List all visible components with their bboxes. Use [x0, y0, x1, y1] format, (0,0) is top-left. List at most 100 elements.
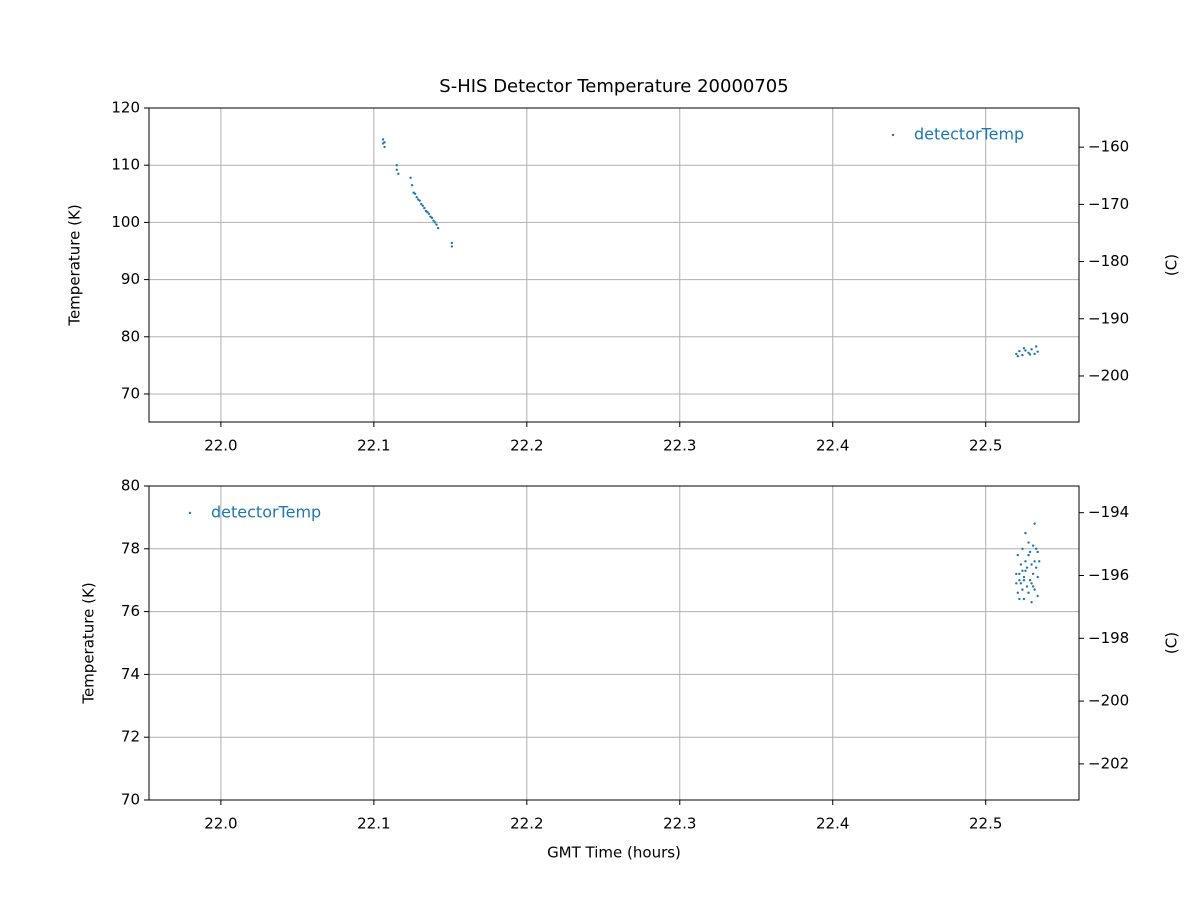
data-point	[409, 176, 412, 179]
data-point	[1022, 597, 1026, 601]
data-point	[1025, 566, 1029, 569]
data-point	[1036, 550, 1039, 554]
data-point	[436, 226, 440, 230]
data-point	[1030, 582, 1033, 585]
data-point	[423, 206, 426, 210]
data-point	[1018, 579, 1021, 582]
data-point	[397, 172, 400, 175]
data-point	[1022, 575, 1026, 579]
data-point	[435, 223, 438, 226]
legend-marker	[891, 133, 895, 137]
data-point	[395, 168, 398, 171]
y-axis-label: Temperature (K)	[80, 582, 98, 704]
data-point	[1021, 547, 1024, 550]
data-point	[1019, 582, 1023, 585]
data-point	[1015, 582, 1018, 585]
data-point	[1015, 352, 1018, 356]
plot-frame	[148, 485, 1080, 801]
y2-tick-label: −202	[1088, 754, 1129, 772]
chart-title: S-HIS Detector Temperature 20000705	[439, 76, 788, 97]
y-tick-label: 76	[121, 602, 140, 620]
y2-tick-label: −200	[1088, 692, 1129, 710]
data-point	[427, 212, 431, 216]
data-point	[383, 141, 386, 144]
data-point	[1027, 591, 1030, 594]
data-point	[1027, 553, 1030, 557]
data-point	[1021, 588, 1024, 591]
data-point	[1018, 572, 1021, 576]
data-point	[1028, 579, 1032, 582]
data-point	[1033, 522, 1036, 525]
data-point	[415, 196, 418, 199]
data-point	[1038, 560, 1041, 563]
data-point	[1016, 591, 1020, 594]
data-point	[1027, 351, 1030, 354]
y-tick-label: 74	[121, 665, 140, 683]
data-point	[1022, 579, 1026, 582]
x-tick-label: 22.3	[663, 815, 696, 833]
data-point	[1036, 594, 1039, 598]
data-point	[381, 138, 385, 141]
data-point	[1016, 553, 1020, 557]
x-tick-label: 22.5	[969, 815, 1002, 833]
x-tick-label: 22.0	[204, 437, 237, 455]
y2-tick-label: −160	[1088, 138, 1129, 156]
y2-tick-label: −196	[1088, 566, 1129, 584]
x-tick-label: 22.2	[510, 815, 543, 833]
x-tick-label: 22.3	[663, 437, 696, 455]
data-point	[1031, 544, 1035, 547]
data-point	[1030, 563, 1033, 566]
data-point	[1036, 350, 1039, 353]
x-tick-label: 22.1	[357, 437, 390, 455]
data-point	[1018, 349, 1021, 353]
y-axis-label: Temperature (K)	[66, 204, 84, 326]
y2-axis-label: (C)	[1163, 632, 1181, 654]
plot-frame	[148, 107, 1080, 423]
data-point	[1033, 352, 1036, 356]
data-point	[420, 202, 423, 206]
x-tick-label: 22.0	[204, 815, 237, 833]
data-point	[1028, 550, 1032, 554]
data-point	[432, 219, 435, 222]
y2-tick-label: −200	[1088, 366, 1129, 384]
y-tick-label: 90	[121, 270, 140, 288]
data-point	[1031, 585, 1035, 588]
y-tick-label: 70	[121, 791, 140, 809]
data-point	[1021, 353, 1024, 357]
data-point	[1018, 597, 1021, 601]
y2-tick-label: −194	[1088, 503, 1129, 521]
y2-tick-label: −180	[1088, 252, 1129, 270]
data-point	[1033, 588, 1036, 591]
data-point	[1028, 353, 1032, 356]
x-tick-label: 22.4	[816, 437, 849, 455]
legend-marker	[188, 511, 192, 515]
data-point	[1034, 566, 1038, 569]
data-point	[395, 163, 398, 167]
data-point	[426, 210, 429, 214]
data-point	[1024, 569, 1027, 572]
data-point	[421, 204, 424, 208]
y-tick-label: 70	[121, 384, 140, 402]
data-point	[1019, 563, 1023, 566]
data-point	[1015, 572, 1018, 576]
data-point	[1031, 572, 1035, 576]
x-tick-label: 22.1	[357, 815, 390, 833]
y-tick-label: 80	[121, 477, 140, 495]
y-tick-label: 120	[111, 99, 140, 117]
data-point	[383, 145, 386, 149]
data-point	[1025, 585, 1029, 588]
data-point	[1027, 541, 1030, 544]
y-tick-label: 100	[111, 213, 140, 231]
data-point	[413, 192, 417, 195]
data-point	[433, 221, 437, 224]
y-tick-label: 72	[121, 728, 140, 746]
data-point	[1034, 547, 1038, 550]
x-axis-label: GMT Time (hours)	[547, 844, 681, 862]
data-point	[1016, 355, 1020, 358]
legend-label: detectorTemp	[914, 125, 1024, 144]
x-tick-label: 22.5	[969, 437, 1002, 455]
data-point	[1036, 575, 1039, 579]
y-tick-label: 80	[121, 327, 140, 345]
